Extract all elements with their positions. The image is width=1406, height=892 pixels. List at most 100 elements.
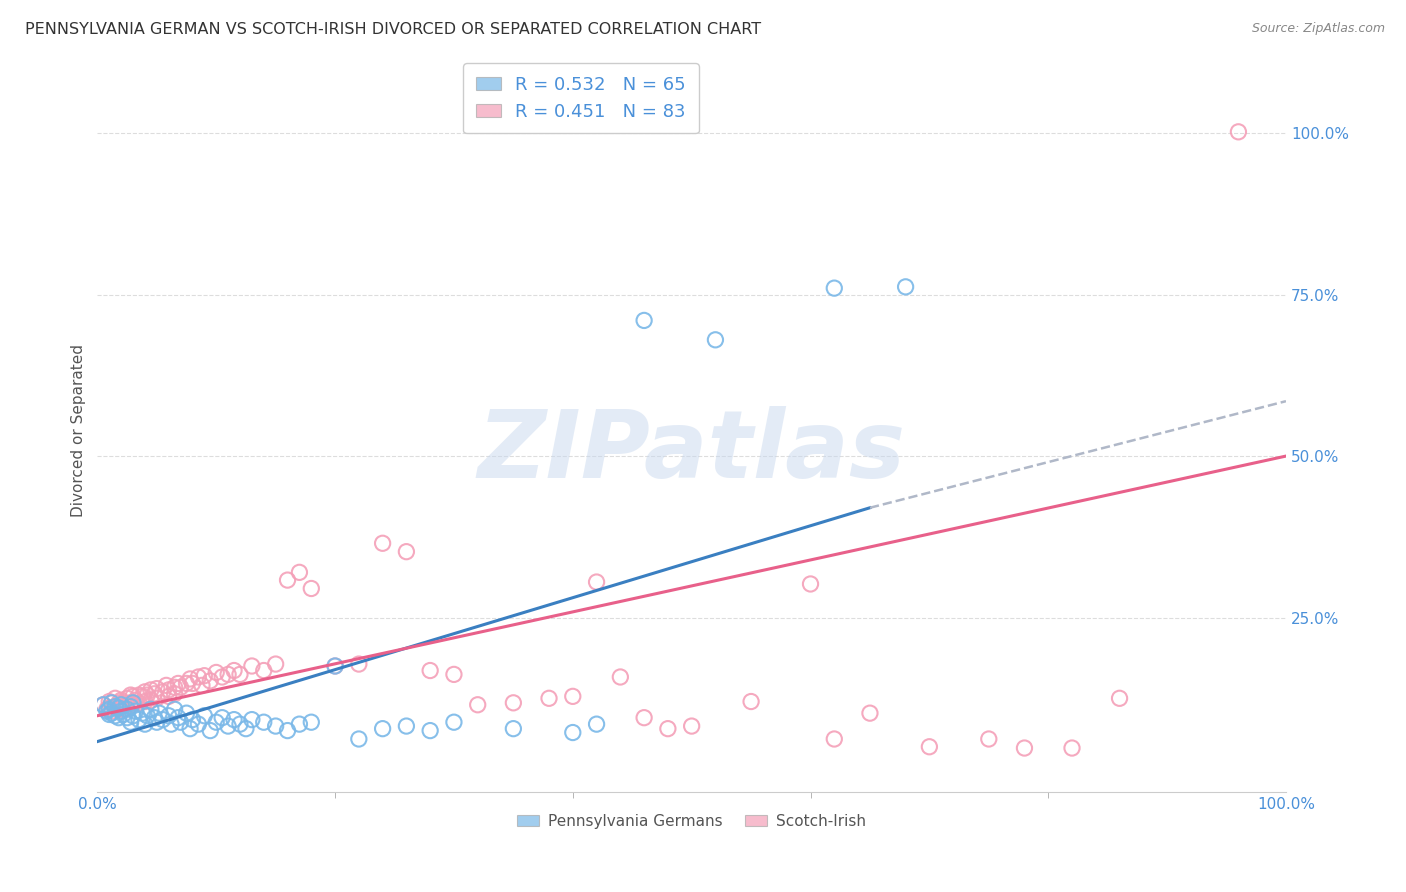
Point	[467, 698, 489, 712]
Point	[163, 681, 186, 695]
Point	[740, 694, 762, 708]
Text: Source: ZipAtlas.com: Source: ZipAtlas.com	[1251, 22, 1385, 36]
Point	[98, 701, 121, 715]
Point	[253, 715, 276, 730]
Point	[240, 659, 263, 673]
Point	[277, 723, 299, 738]
Point	[288, 717, 311, 731]
Point	[323, 659, 346, 673]
Point	[229, 717, 252, 731]
Point	[222, 664, 245, 678]
Point	[104, 691, 127, 706]
Point	[146, 691, 169, 706]
Point	[502, 722, 524, 736]
Point	[176, 706, 198, 721]
Point	[104, 699, 127, 714]
Point	[124, 693, 146, 707]
Point	[107, 711, 129, 725]
Point	[122, 698, 145, 712]
Point	[139, 702, 162, 716]
Point	[157, 708, 180, 723]
Point	[122, 690, 145, 704]
Point	[894, 280, 917, 294]
Point	[148, 706, 170, 721]
Point	[115, 711, 138, 725]
Point	[681, 719, 703, 733]
Point	[288, 566, 311, 580]
Point	[160, 717, 183, 731]
Point	[1227, 125, 1250, 139]
Point	[167, 711, 190, 725]
Point	[181, 713, 204, 727]
Point	[115, 698, 138, 712]
Point	[371, 536, 394, 550]
Point	[823, 731, 845, 746]
Point	[120, 688, 142, 702]
Point	[115, 702, 138, 716]
Point	[128, 688, 150, 702]
Point	[323, 659, 346, 673]
Point	[176, 676, 198, 690]
Point	[200, 723, 222, 738]
Point	[169, 681, 191, 695]
Point	[561, 690, 583, 704]
Point	[146, 681, 169, 696]
Point	[112, 707, 135, 722]
Y-axis label: Divorced or Separated: Divorced or Separated	[72, 343, 86, 516]
Point	[115, 691, 138, 706]
Point	[128, 713, 150, 727]
Point	[122, 708, 145, 723]
Point	[193, 708, 215, 723]
Point	[100, 706, 122, 721]
Point	[152, 713, 174, 727]
Point	[110, 704, 132, 718]
Point	[187, 670, 209, 684]
Point	[124, 704, 146, 718]
Point	[704, 333, 727, 347]
Point	[143, 687, 166, 701]
Point	[1060, 741, 1083, 756]
Point	[104, 699, 127, 714]
Point	[100, 696, 122, 710]
Point	[443, 715, 465, 730]
Point	[657, 722, 679, 736]
Point	[200, 673, 222, 688]
Point	[98, 707, 121, 722]
Point	[264, 657, 287, 671]
Point	[157, 682, 180, 697]
Point	[191, 678, 214, 692]
Point	[371, 722, 394, 736]
Point	[1108, 691, 1130, 706]
Point	[977, 731, 1000, 746]
Point	[110, 699, 132, 714]
Point	[96, 702, 118, 716]
Point	[264, 719, 287, 733]
Point	[143, 711, 166, 725]
Point	[633, 313, 655, 327]
Point	[134, 694, 156, 708]
Point	[157, 690, 180, 704]
Point	[107, 701, 129, 715]
Point	[193, 669, 215, 683]
Point	[443, 667, 465, 681]
Point	[136, 708, 159, 723]
Point	[134, 685, 156, 699]
Point	[561, 725, 583, 739]
Point	[277, 573, 299, 587]
Point	[98, 702, 121, 716]
Point	[96, 704, 118, 718]
Point	[235, 722, 257, 736]
Point	[799, 577, 821, 591]
Point	[253, 664, 276, 678]
Point	[139, 693, 162, 707]
Point	[163, 702, 186, 716]
Point	[112, 702, 135, 716]
Point	[347, 731, 370, 746]
Point	[585, 575, 607, 590]
Point	[110, 693, 132, 707]
Point	[240, 713, 263, 727]
Point	[120, 715, 142, 730]
Point	[217, 719, 239, 733]
Point	[918, 739, 941, 754]
Point	[139, 682, 162, 697]
